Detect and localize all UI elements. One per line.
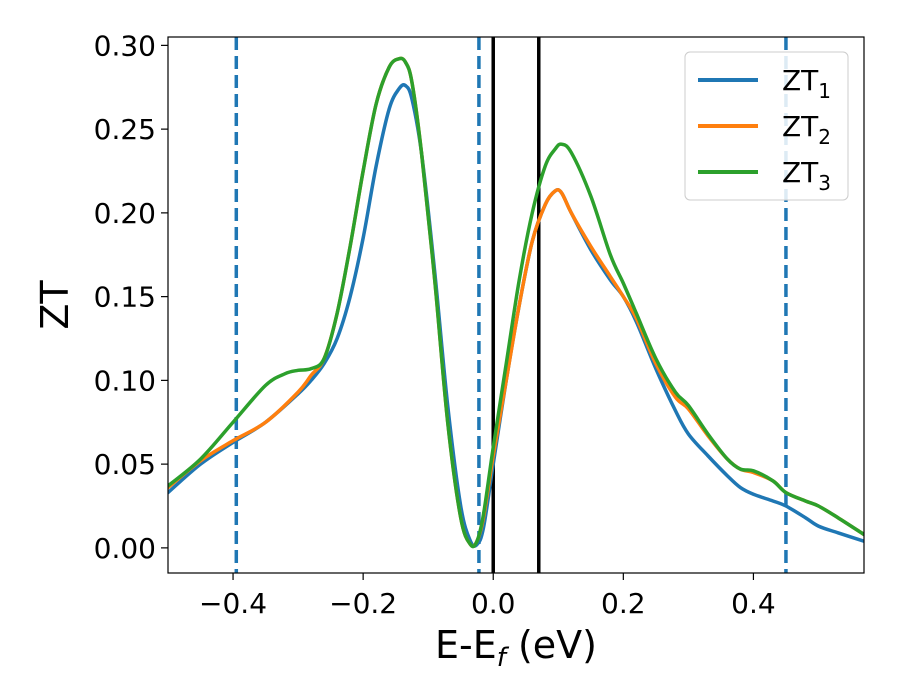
x-tick-label: −0.4: [199, 587, 267, 620]
y-tick-label: 0.15: [94, 281, 156, 314]
legend-label-subscript: 3: [818, 171, 831, 195]
legend-label-main: ZT: [782, 156, 819, 189]
x-tick-label: 0.0: [471, 587, 516, 620]
y-axis-ticks: 0.00 0.05 0.10 0.15 0.20 0.25 0.30: [94, 29, 168, 565]
vertical-reference-lines: [234, 37, 788, 573]
x-axis-ticks: −0.4 −0.2 0.0 0.2 0.4: [199, 573, 776, 620]
y-tick-label: 0.30: [94, 29, 156, 62]
legend-label-main: ZT: [782, 110, 819, 143]
legend-label-subscript: 1: [818, 79, 831, 103]
x-axis-title-unit: (eV): [506, 623, 597, 667]
x-axis-title-main: E-E: [435, 623, 497, 667]
legend-label-zt-2: ZT2: [782, 110, 831, 149]
y-tick-label: 0.00: [94, 532, 156, 565]
x-axis-title: E-Ef (eV): [435, 623, 597, 673]
y-tick-label: 0.10: [94, 364, 156, 397]
legend-label-zt-3: ZT3: [782, 156, 831, 195]
series-line-zt-3: [168, 56, 864, 549]
plot-frame: [167, 36, 865, 574]
legend-label-subscript: 2: [818, 125, 831, 149]
y-tick-label: 0.05: [94, 448, 156, 481]
x-tick-label: 0.2: [601, 587, 646, 620]
legend-label-zt-1: ZT1: [782, 64, 831, 103]
x-tick-label: 0.4: [731, 587, 776, 620]
series-lines: [168, 56, 864, 549]
y-tick-label: 0.25: [94, 113, 156, 146]
legend-box: [684, 51, 849, 201]
y-tick-label: 0.20: [94, 197, 156, 230]
x-tick-label: −0.2: [329, 587, 397, 620]
y-axis-title: ZT: [33, 280, 77, 330]
legend-label-main: ZT: [782, 64, 819, 97]
